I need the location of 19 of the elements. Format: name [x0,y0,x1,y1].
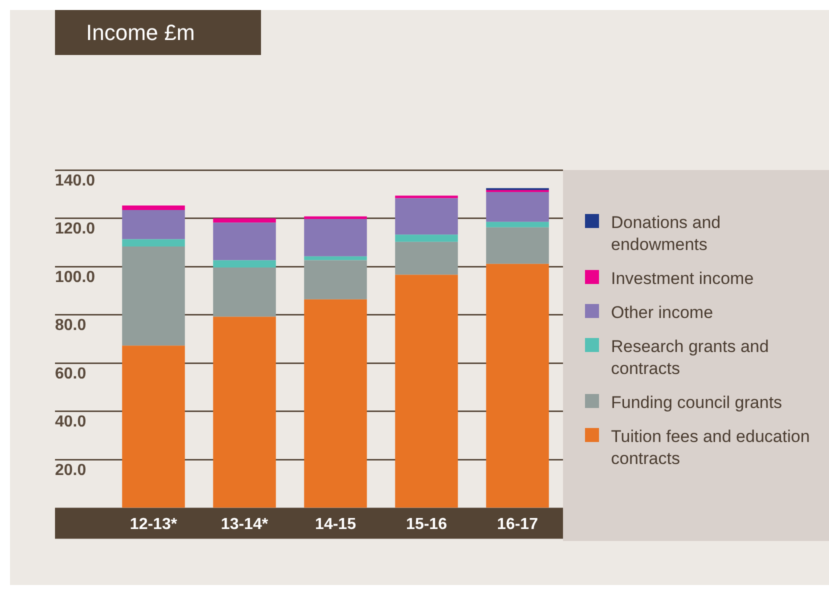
x-tick-label: 13-14* [220,516,269,533]
y-tick-label: 60.0 [55,365,86,382]
x-tick-label: 12-13* [130,516,178,533]
legend-label: Funding council grants [611,392,784,414]
y-tick-label: 100.0 [55,268,96,286]
x-tick-label: 14-15 [315,516,356,533]
y-tick-label: 40.0 [55,414,86,431]
y-tick-label: 120.0 [55,220,96,238]
y-tick-label: 140.0 [55,172,96,190]
chart-title: Income £m [55,10,261,55]
x-tick-label: 16-17 [497,516,538,533]
legend-label: Donations and endowments [611,212,722,256]
y-tick-label: 20.0 [55,462,86,479]
legend-label: Investment income [611,268,755,290]
y-tick-label: 80.0 [55,317,86,334]
x-tick-label: 15-16 [406,516,448,533]
legend-label: Tuition fees and education contracts [611,426,811,470]
legend-label: Other income [611,302,714,324]
legend-label: Research grants and contracts [611,336,770,380]
